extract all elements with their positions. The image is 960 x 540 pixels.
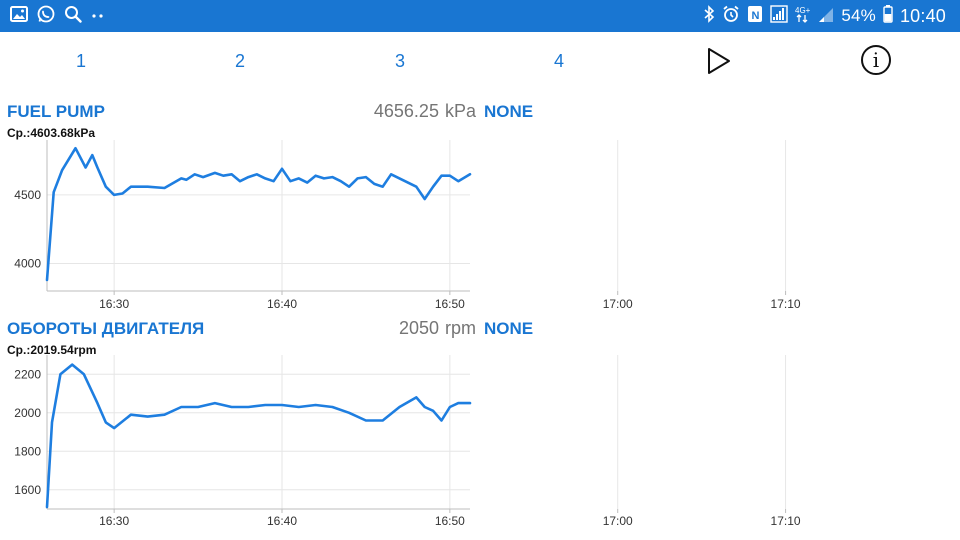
tab-4[interactable]: 4: [553, 51, 564, 71]
chart-1-title: FUEL PUMP: [7, 102, 105, 121]
tab-2[interactable]: 2: [234, 51, 245, 71]
tab-3[interactable]: 3: [394, 51, 405, 71]
y-tick-label: 1800: [14, 444, 41, 458]
clock: 10:40: [899, 5, 946, 26]
svg-text:N: N: [752, 10, 760, 22]
x-tick-label: 17:00: [603, 514, 633, 528]
series-line: [45, 363, 472, 509]
status-bar: N 4G+ 54% 10:40: [0, 0, 960, 32]
toolbar: 1 2 3 4: [0, 32, 960, 92]
y-tick-label: 4500: [14, 188, 41, 202]
chart-1-value: 4656.25: [373, 101, 439, 121]
chart-1-mode-button[interactable]: NONE: [484, 102, 534, 121]
fuel-pump-chart: 4000 4500 16:30 16:40 16:50 17:00 17:10: [14, 140, 801, 311]
chart-2-current-value: 2050 rpm: [399, 318, 476, 339]
chart-2-average: Ср.:2019.54rpm: [7, 343, 97, 357]
y-tick-label: 1600: [14, 483, 41, 497]
status-left: [10, 5, 105, 28]
x-tick-label: 17:10: [771, 297, 801, 311]
x-tick-label: 16:40: [267, 297, 297, 311]
chart-2-title: ОБОРОТЫ ДВИГАТЕЛЯ: [7, 319, 205, 338]
x-tick-label: 17:00: [603, 297, 633, 311]
x-tick-label: 16:50: [435, 514, 465, 528]
play-button[interactable]: [706, 47, 732, 80]
chart-2-unit: rpm: [445, 318, 476, 338]
x-tick-label: 16:30: [99, 297, 129, 311]
y-tick-label: 2000: [14, 406, 41, 420]
network-4g-icon: 4G+: [795, 5, 811, 28]
y-tick-label: 4000: [14, 257, 41, 271]
nfc-icon: N: [747, 5, 763, 28]
bluetooth-icon: [703, 4, 715, 28]
info-icon: i: [872, 48, 880, 72]
x-tick-label: 17:10: [771, 514, 801, 528]
chart-2-value: 2050: [398, 318, 439, 338]
series-line: [45, 146, 472, 282]
x-tick-label: 16:40: [267, 514, 297, 528]
battery-icon: [883, 4, 893, 28]
more-dots-icon: [91, 7, 105, 25]
y-tick-label: 2200: [14, 367, 41, 381]
signal-weak-icon: [818, 5, 834, 28]
search-icon: [64, 5, 82, 28]
battery-percent: 54%: [841, 6, 876, 25]
engine-rpm-chart: 1600 1800 2000 2200 16:30 16:40 16:50 17:00 17:1…: [14, 355, 801, 528]
chart-2-mode-button[interactable]: NONE: [484, 319, 534, 338]
chart-1-current-value: 4656.25 kPa: [374, 101, 476, 122]
alarm-icon: [722, 5, 740, 28]
whatsapp-icon: [37, 5, 55, 28]
info-button[interactable]: i: [861, 45, 891, 75]
x-tick-label: 16:30: [99, 514, 129, 528]
tab-1[interactable]: 1: [75, 51, 86, 71]
x-tick-label: 16:50: [435, 297, 465, 311]
chart-1-unit: kPa: [444, 101, 476, 121]
svg-text:4G+: 4G+: [795, 6, 811, 15]
signal-icon: [770, 4, 789, 28]
gallery-icon: [10, 5, 28, 27]
play-icon: [708, 48, 730, 74]
status-right: N 4G+ 54% 10:40: [703, 4, 946, 28]
chart-1-average: Ср.:4603.68kPa: [7, 126, 96, 140]
